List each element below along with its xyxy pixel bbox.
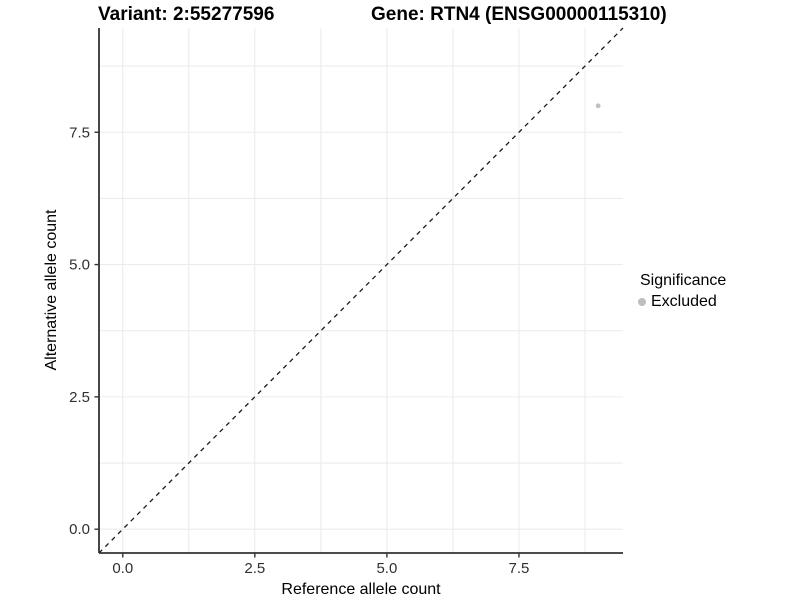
gene-title: Gene: RTN4 (ENSG00000115310) [371,4,667,25]
x-axis-title: Reference allele count [281,581,441,598]
x-tick-label: 5.0 [376,560,397,577]
data-point-excluded [595,103,601,109]
y-tick-label: 7.5 [69,124,90,141]
x-tick-label: 7.5 [509,560,530,577]
identity-dashed-line [98,27,624,554]
y-tick-label: 5.0 [69,257,90,274]
y-axis-title: Alternative allele count [43,209,60,371]
legend-item-label: Excluded [651,293,717,310]
x-tick-label: 0.0 [112,560,133,577]
legend-item-excluded: Excluded [638,293,726,311]
y-tick-label: 2.5 [69,389,90,406]
y-tick-label: 0.0 [69,521,90,538]
variant-title: Variant: 2:55277596 [98,4,275,25]
excluded-point-swatch [638,298,646,306]
legend-title: Significance [640,272,727,289]
x-tick-label: 2.5 [244,560,265,577]
significance-legend: Significance Excluded [638,272,726,311]
